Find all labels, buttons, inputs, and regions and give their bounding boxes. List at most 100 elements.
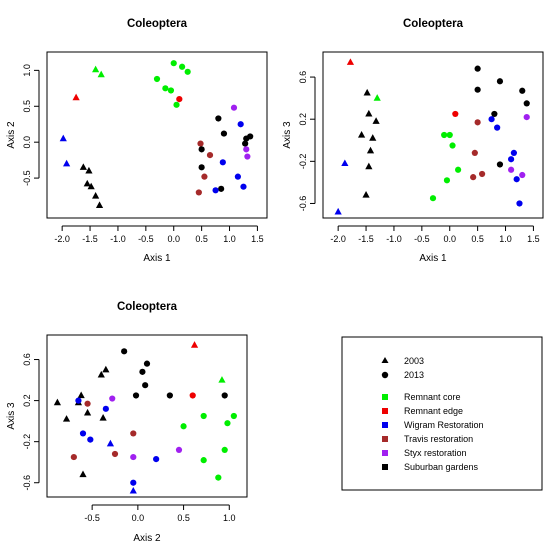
panel-2-point-2003 xyxy=(365,109,373,117)
panel-2-x-axis-label: Axis 1 xyxy=(419,253,447,264)
panel-3-x-tick-label: 1.0 xyxy=(223,513,236,523)
panel-2-point-2003 xyxy=(369,134,377,141)
panel-2-point-2013 xyxy=(452,110,459,118)
panel-3-point-2013 xyxy=(130,430,137,437)
panel-1-point-2013 xyxy=(206,152,214,159)
panel-2-point-2003 xyxy=(362,191,370,198)
panel-1-title: Coleoptera xyxy=(127,18,188,30)
panel-2-point-2013 xyxy=(446,131,453,139)
legend-label-2013: 2013 xyxy=(404,370,424,380)
panel-3-title: Coleoptera xyxy=(117,301,178,313)
panel-3-point-2013 xyxy=(153,456,160,463)
panel-2-y-tick-label: -0.6 xyxy=(298,196,308,212)
panel-3-point-2003 xyxy=(83,408,92,416)
panel-3-point-2013 xyxy=(130,453,137,461)
panel-2-y-tick-label: 0.2 xyxy=(298,113,308,126)
legend-swatch-styx-restoration xyxy=(382,450,388,456)
panel-3-point-2003 xyxy=(99,414,107,421)
panel-2-point-2003 xyxy=(366,146,375,154)
panel-1-point-2013 xyxy=(230,104,238,111)
panel-3-point-2013 xyxy=(189,392,196,399)
panel-2-point-2013 xyxy=(471,149,478,157)
panel-2-point-2013 xyxy=(474,65,481,72)
panel-2-x-tick-label: 0.5 xyxy=(471,234,484,244)
panel-1-point-2013 xyxy=(198,164,205,171)
panel-2-point-2013 xyxy=(519,171,526,179)
panel-1-point-2013 xyxy=(240,183,247,190)
panel-1-point-2013 xyxy=(170,60,177,67)
panel-2-point-2013 xyxy=(494,124,501,131)
panel-1-point-2013 xyxy=(201,173,208,180)
panel-1-y-tick-label: 1.0 xyxy=(22,64,32,77)
panel-3-point-2013 xyxy=(139,368,146,375)
panel-3-point-2003 xyxy=(77,391,85,399)
legend-swatch-travis-restoration xyxy=(382,436,388,442)
panel-1-point-2003 xyxy=(72,93,80,101)
panel-3-y-tick-label: -0.2 xyxy=(22,434,32,450)
panel-3-x-tick-label: -0.5 xyxy=(84,513,100,523)
panel-3-point-2003 xyxy=(218,376,226,383)
panel-1-point-2013 xyxy=(176,95,183,103)
panel-3-point-2003 xyxy=(97,370,105,378)
panel-2-frame xyxy=(322,51,544,219)
panel-3-point-2013 xyxy=(121,348,128,355)
panel-2-point-2013 xyxy=(508,156,515,163)
panel-1-point-2013 xyxy=(184,68,191,75)
plot-panels: Coleoptera -2.0 -1.5 -1.0 -0.5 0.0 0.5 1.0 1.5 Ax… xyxy=(6,18,544,544)
panel-2-point-2013 xyxy=(478,170,486,178)
legend-label-remnant-core: Remnant core xyxy=(404,392,461,402)
legend-label-suburban-gardens: Suburban gardens xyxy=(404,462,479,472)
panel-1-plot: Coleoptera -2.0 -1.5 -1.0 -0.5 0.0 0.5 1.0 1.5 Ax… xyxy=(6,18,268,264)
panel-3-x-tick-label: 0.5 xyxy=(177,513,190,523)
panel-2-point-2013 xyxy=(443,177,451,184)
panel-3-point-2013 xyxy=(109,395,116,402)
panel-1-point-2003 xyxy=(63,159,71,167)
panel-3-y-tick-label: 0.6 xyxy=(22,353,32,366)
panel-2-y-tick-label: 0.6 xyxy=(298,71,308,84)
panel-2-title: Coleoptera xyxy=(403,18,464,30)
legend-label-travis-restoration: Travis restoration xyxy=(404,434,473,444)
panel-3-point-2003 xyxy=(62,415,71,422)
panel-1-point-2013 xyxy=(219,159,226,166)
legend: 2003 2013 Remnant core Remnant edge Wigr… xyxy=(341,336,543,491)
panel-1-y-tick-label: -0.5 xyxy=(22,170,32,186)
panel-3-point-2013 xyxy=(70,453,77,461)
panel-3-point-2013 xyxy=(221,446,228,453)
panel-1-y-axis-label: Axis 2 xyxy=(6,121,17,149)
panel-1-point-2003 xyxy=(59,134,67,142)
panel-1-x-tick-label: 1.0 xyxy=(223,234,236,244)
panel-1-point-2003 xyxy=(85,166,93,174)
panel-1-point-2013 xyxy=(173,101,180,108)
panel-3-point-2013 xyxy=(84,400,91,407)
panel-1-x-tick-label: 0.0 xyxy=(167,234,180,244)
legend-swatch-suburban-gardens xyxy=(382,464,388,470)
panel-1-x-tick-label: -2.0 xyxy=(54,234,70,244)
panel-1-x-tick-label: -0.5 xyxy=(138,234,154,244)
panel-1-point-2013 xyxy=(167,87,175,94)
panel-1-point-2013 xyxy=(153,75,161,83)
panel-1-point-2013 xyxy=(243,146,250,153)
panel-1-point-2003 xyxy=(79,163,87,170)
panel-3-point-2013 xyxy=(180,423,187,430)
panel-3-point-2013 xyxy=(130,479,137,486)
panel-1-point-2013 xyxy=(237,121,244,128)
panel-3-x-tick-label: 0.0 xyxy=(132,513,145,523)
panel-1-x-tick-label: 0.5 xyxy=(195,234,208,244)
panel-1-point-2013 xyxy=(218,185,225,192)
panel-2-point-2003 xyxy=(372,117,380,124)
panel-2-point-2013 xyxy=(491,110,498,118)
panel-2-x-tick-label: 1.0 xyxy=(499,234,512,244)
panel-2-point-2003 xyxy=(346,58,355,65)
panel-3-point-2013 xyxy=(200,457,207,464)
panel-3-point-2013 xyxy=(79,430,87,437)
panel-2-point-2013 xyxy=(488,116,495,123)
panel-3-point-2013 xyxy=(166,392,173,399)
panel-3-point-2013 xyxy=(230,412,237,420)
panel-1-point-2013 xyxy=(198,146,205,153)
panel-1-point-2003 xyxy=(87,182,95,190)
panel-3-point-2003 xyxy=(106,439,115,447)
panel-1-point-2013 xyxy=(220,130,228,137)
legend-swatch-remnant-edge xyxy=(382,408,388,414)
legend-label-wigram-restoration: Wigram Restoration xyxy=(404,420,484,430)
panel-1-point-2003 xyxy=(95,201,104,208)
